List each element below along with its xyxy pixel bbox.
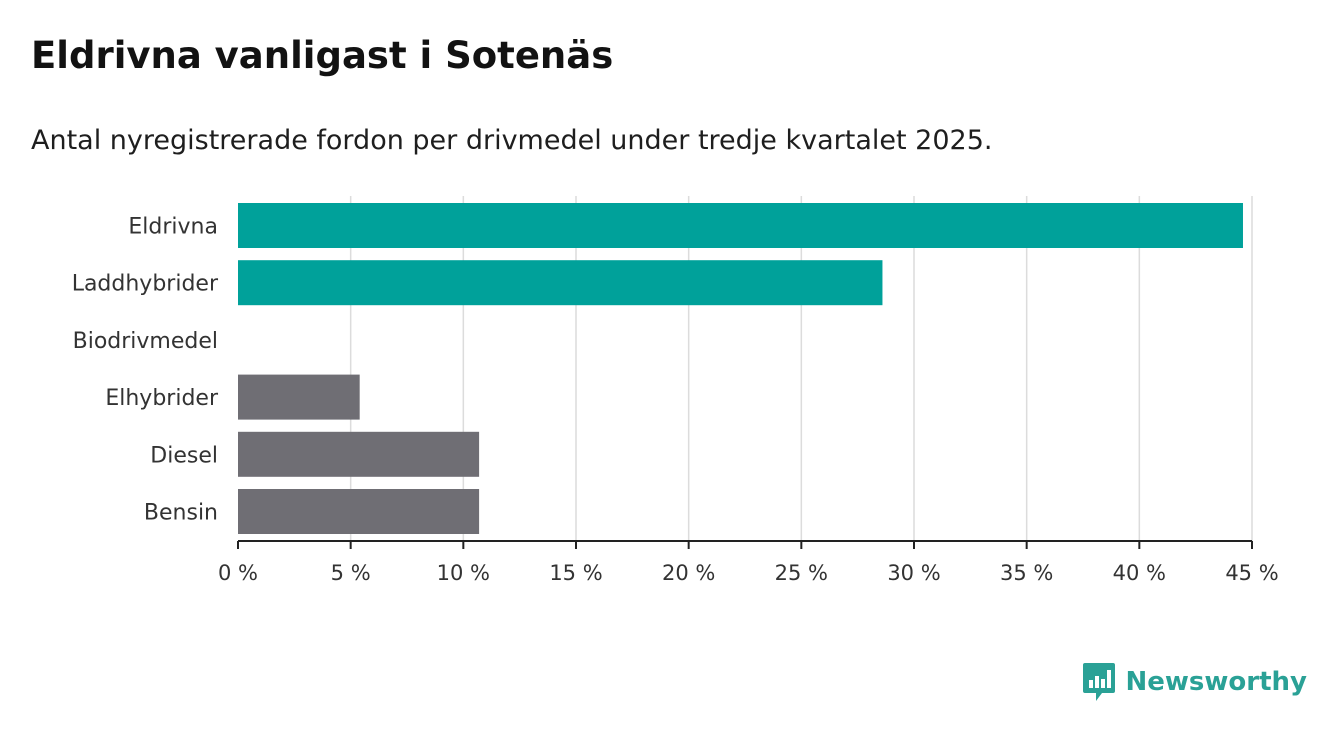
category-label: Bensin: [144, 501, 218, 526]
gridlines: [349, 196, 1253, 541]
x-tick-label: 45 %: [1225, 561, 1278, 585]
bar-elhybrider: [238, 374, 360, 420]
x-tick-label: 35 %: [1000, 561, 1053, 585]
newsworthy-logo-icon: [1082, 663, 1115, 701]
x-tick-label: 5 %: [331, 561, 371, 585]
chart-subtitle: Antal nyregistrerade fordon per drivmede…: [31, 125, 993, 156]
category-label: Laddhybrider: [72, 272, 219, 297]
category-label: Elhybrider: [105, 386, 219, 411]
bar-eldrivna: [238, 203, 1243, 248]
x-tick-label: 0 %: [218, 561, 258, 585]
category-labels: Eldrivna Laddhybrider Biodrivmedel Elhybrid…: [72, 215, 219, 526]
chart-title: Eldrivna vanligast i Sotenäs: [31, 34, 614, 77]
brand-name: Newsworthy: [1125, 667, 1307, 697]
bar-laddhybrider: [238, 260, 883, 306]
x-tick-label: 15 %: [549, 561, 602, 585]
x-tick-label: 25 %: [775, 561, 828, 585]
x-tick-label: 40 %: [1113, 561, 1166, 585]
brand-logo: Newsworthy: [1082, 661, 1307, 703]
x-tick-label: 20 %: [662, 561, 715, 585]
bar-diesel: [238, 431, 480, 477]
bar-bensin: [238, 489, 480, 534]
category-label: Eldrivna: [128, 215, 218, 240]
x-axis: 0 % 5 % 10 % 15 % 20 % 25 % 30 % 35 % 40 % 45 %: [218, 540, 1279, 585]
x-tick-label: 30 %: [887, 561, 940, 585]
bars: [238, 203, 1243, 534]
x-tick-label: 10 %: [437, 561, 490, 585]
category-label: Diesel: [150, 443, 218, 468]
category-label: Biodrivmedel: [73, 329, 218, 354]
